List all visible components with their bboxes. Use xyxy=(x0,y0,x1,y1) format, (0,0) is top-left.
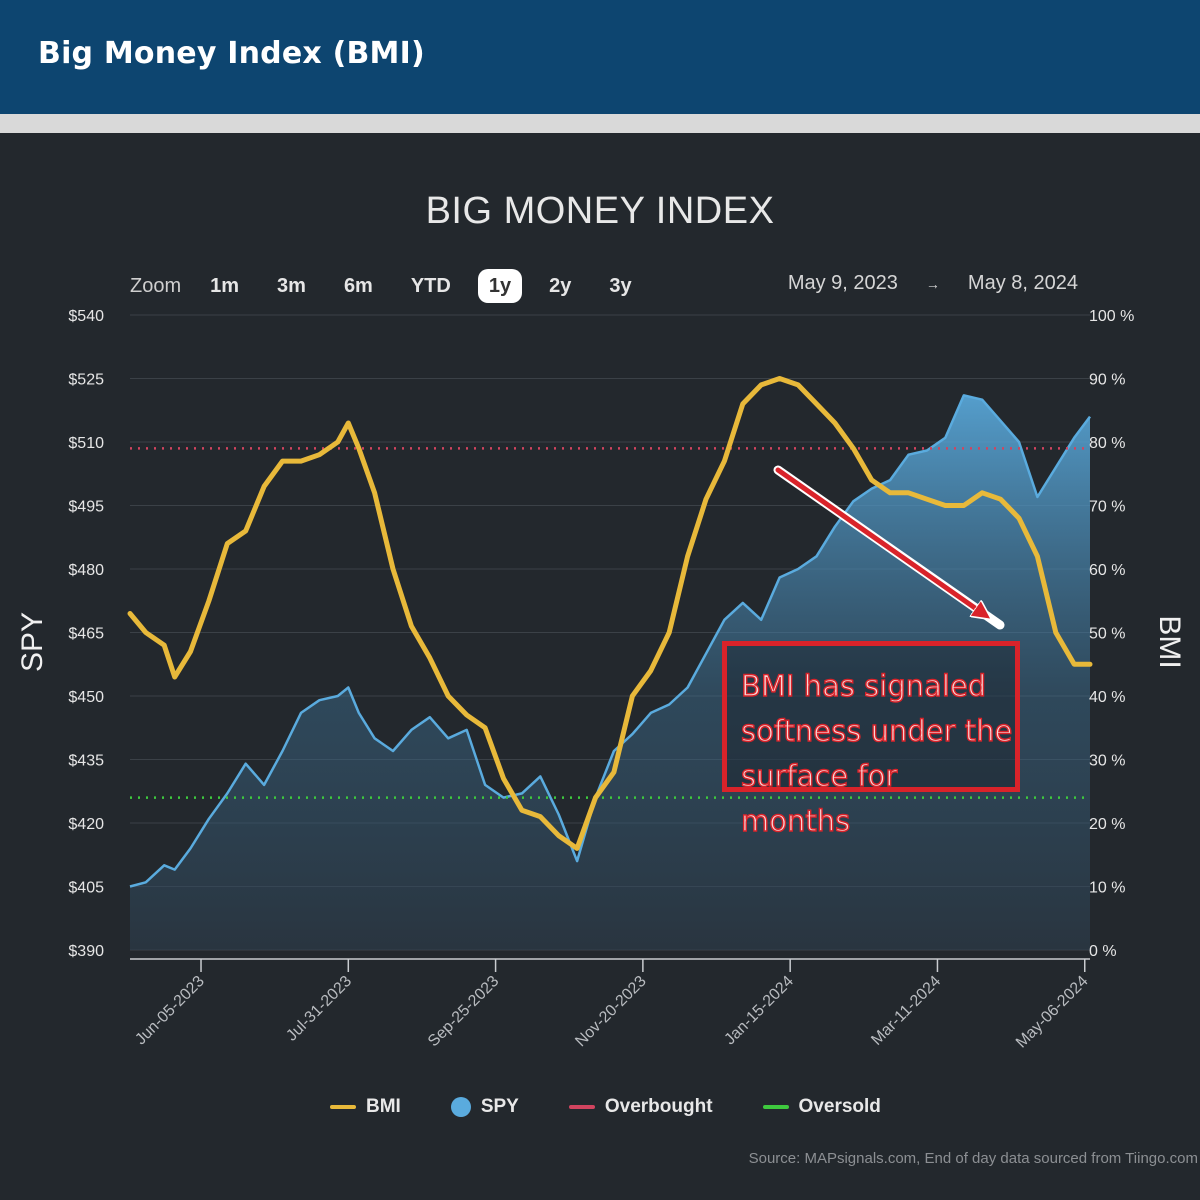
y-tick-label-left: $435 xyxy=(68,753,104,770)
y-tick-label-right: 60 % xyxy=(1089,562,1125,579)
x-tick-label: May-06-2024 xyxy=(1013,973,1092,1052)
zoom-label: Zoom xyxy=(130,274,182,297)
legend-item-bmi[interactable]: BMI xyxy=(330,1096,401,1118)
spy-area xyxy=(130,395,1090,950)
legend-swatch-bmi xyxy=(330,1105,356,1109)
x-tick-label: Sep-25-2023 xyxy=(425,973,503,1051)
y-tick-label-left: $510 xyxy=(68,435,104,452)
x-tick-label: Jan-15-2024 xyxy=(721,973,797,1049)
y-tick-label-left: $525 xyxy=(68,372,104,389)
y-tick-label-left: $495 xyxy=(68,499,104,516)
y-tick-label-left: $420 xyxy=(68,816,104,833)
y-tick-label-right: 100 % xyxy=(1089,308,1134,325)
bmi-line xyxy=(127,376,1093,851)
y-tick-label-left: $480 xyxy=(68,562,104,579)
legend-swatch-oversold xyxy=(762,1105,789,1109)
y-tick-label-right: 50 % xyxy=(1089,626,1125,643)
y-tick-label-left: $390 xyxy=(68,943,104,960)
y-axis-title-left: SPY xyxy=(16,612,49,672)
y-tick-label-right: 80 % xyxy=(1089,435,1125,452)
y-tick-label-left: $465 xyxy=(68,626,104,643)
y-tick-label-right: 10 % xyxy=(1089,880,1125,897)
legend-label-spy: SPY xyxy=(480,1096,519,1117)
y-tick-label-right: 20 % xyxy=(1089,816,1125,833)
header-separator xyxy=(0,114,1200,133)
legend-item-spy[interactable]: SPY xyxy=(450,1096,519,1118)
y-tick-label-right: 90 % xyxy=(1089,372,1125,389)
reference-lines xyxy=(130,447,1090,799)
source-note: Source: MAPsignals.com, End of day data … xyxy=(748,1150,1198,1167)
y-tick-label-right: 40 % xyxy=(1089,689,1125,706)
range-from[interactable]: May 9, 2023 xyxy=(787,272,898,294)
y-tick-label-left: $450 xyxy=(68,689,104,706)
y-tick-label-left: $540 xyxy=(68,308,104,325)
legend-label-overbought: Overbought xyxy=(604,1096,713,1117)
legend-label-bmi: BMI xyxy=(366,1096,401,1117)
annotation-line-3: surface for months xyxy=(740,758,898,838)
zoom-button-3m[interactable]: 3m xyxy=(277,275,306,297)
legend-swatch-overbought xyxy=(568,1105,595,1109)
date-range: May 9, 2023 → May 8, 2024 xyxy=(788,272,1078,295)
y-axis-title-right: BMI xyxy=(1153,615,1186,668)
zoom-button-1y[interactable]: 1y xyxy=(477,269,523,303)
annotation-line-2: softness under the xyxy=(740,713,1013,748)
y-tick-label-right: 30 % xyxy=(1089,753,1125,770)
zoom-button-ytd[interactable]: YTD xyxy=(410,275,451,297)
zoom-button-6m[interactable]: 6m xyxy=(343,275,373,297)
axes xyxy=(130,958,1090,972)
y-tick-label-left: $405 xyxy=(68,880,104,897)
legend-swatch-spy xyxy=(450,1097,471,1117)
y-tick-label-right: 0 % xyxy=(1089,943,1117,960)
legend-item-oversold[interactable]: Oversold xyxy=(762,1096,881,1118)
x-tick-label: Nov-20-2023 xyxy=(572,973,650,1051)
zoom-button-2y[interactable]: 2y xyxy=(549,275,572,297)
annotation-arrow-core xyxy=(775,467,985,615)
zoom-button-1m[interactable]: 1m xyxy=(210,275,240,297)
page-title: Big Money Index (BMI) xyxy=(38,36,425,71)
range-arrow-icon: → xyxy=(925,275,940,292)
legend-item-overbought[interactable]: Overbought xyxy=(568,1096,713,1118)
x-tick-label: Mar-11-2024 xyxy=(868,973,944,1049)
annotation-line-1: BMI has signaled xyxy=(740,668,987,703)
zoom-button-3y[interactable]: 3y xyxy=(609,275,632,297)
header-bar: Big Money Index (BMI) xyxy=(0,0,1200,114)
legend-label-oversold: Oversold xyxy=(798,1096,881,1117)
x-tick-label: Jul-31-2023 xyxy=(283,973,355,1045)
annotation-box: BMI has signaled softness under the surf… xyxy=(722,641,1020,839)
x-tick-label: Jun-05-2023 xyxy=(132,973,208,1049)
zoom-bar: Zoom 1m 3m 6m YTD 1y 2y 3y xyxy=(130,268,659,304)
legend: BMI SPY Overbought Oversold xyxy=(330,1096,931,1118)
range-to[interactable]: May 8, 2024 xyxy=(967,272,1078,294)
y-tick-label-right: 70 % xyxy=(1089,499,1125,516)
chart-title: BIG MONEY INDEX xyxy=(425,190,775,232)
bmi-layer xyxy=(127,376,1093,851)
